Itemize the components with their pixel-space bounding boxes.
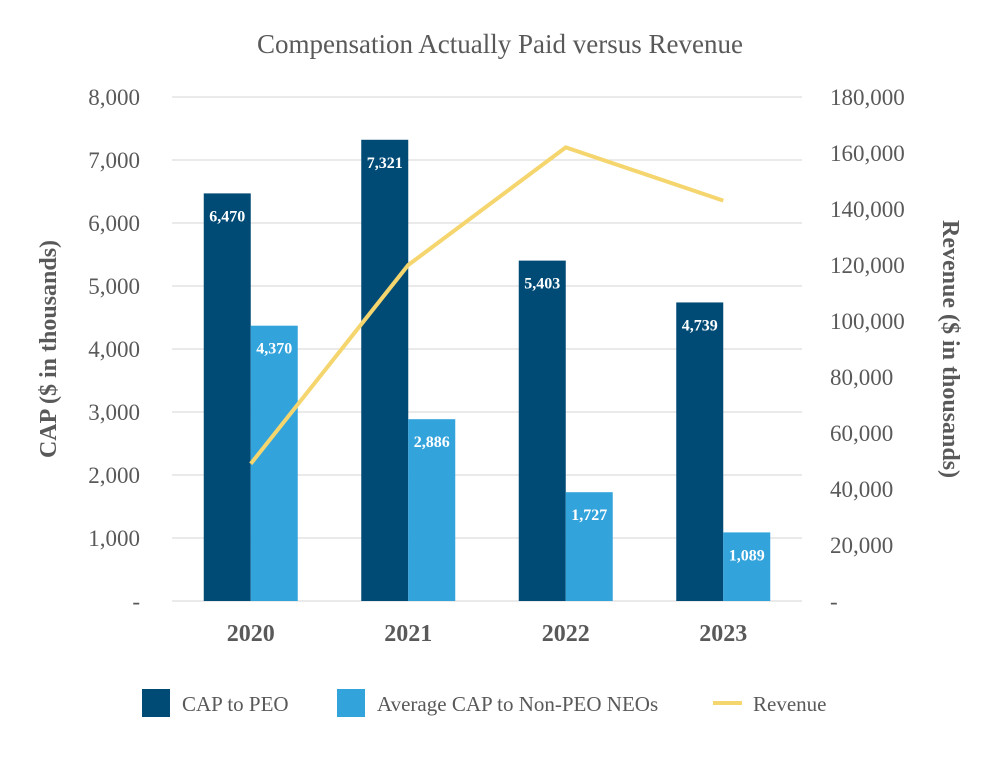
- data-label: 4,370: [256, 341, 292, 358]
- data-label: 2,886: [414, 434, 450, 451]
- left-tick-label: 2,000: [88, 463, 140, 488]
- left-axis-ticks: - 1,000 2,000 3,000 4,000 5,000 6,000 7,000 8,00…: [88, 85, 140, 614]
- right-tick-label: 40,000: [830, 477, 893, 502]
- right-tick-label: 140,000: [830, 197, 905, 222]
- legend-label-average-cap-to-non-peo-neos: Average CAP to Non-PEO NEOs: [377, 692, 658, 716]
- x-axis-labels: 2020 2021 2022 2023: [227, 621, 748, 647]
- right-axis-ticks: - 20,000 40,000 60,000 80,000 100,000 120,000 1…: [830, 85, 905, 614]
- x-tick-label: 2022: [542, 621, 590, 647]
- right-tick-label: 20,000: [830, 533, 893, 558]
- right-tick-label: 80,000: [830, 365, 893, 390]
- bar-cap-to-peo-2022: [518, 260, 566, 601]
- bar-cap-to-peo-2023: [676, 302, 724, 601]
- right-tick-label: -: [830, 589, 838, 614]
- bar-cap-to-peo-2021: [361, 139, 409, 602]
- left-axis-title: CAP ($ in thousands): [36, 240, 62, 458]
- left-tick-label: -: [132, 589, 140, 614]
- left-tick-label: 3,000: [88, 400, 140, 425]
- right-tick-label: 120,000: [830, 253, 905, 278]
- x-tick-label: 2020: [227, 621, 275, 647]
- left-tick-label: 8,000: [88, 85, 140, 110]
- revenue-line: [249, 145, 724, 466]
- chart-title: Compensation Actually Paid versus Revenu…: [257, 29, 743, 59]
- bar-cap-to-peo-2020: [203, 193, 251, 601]
- left-tick-label: 4,000: [88, 337, 140, 362]
- data-label: 5,403: [524, 276, 560, 293]
- legend-label-cap-to-peo: CAP to PEO: [182, 692, 289, 716]
- data-label: 7,321: [367, 155, 403, 172]
- right-tick-label: 60,000: [830, 421, 893, 446]
- left-tick-label: 7,000: [88, 148, 140, 173]
- left-tick-label: 5,000: [88, 274, 140, 299]
- right-tick-label: 180,000: [830, 85, 905, 110]
- bar-average-cap-to-non-peo-neos-2020: [250, 325, 298, 601]
- legend: CAP to PEO Average CAP to Non-PEO NEOs Rev…: [142, 689, 826, 717]
- left-tick-label: 6,000: [88, 211, 140, 236]
- bar-average-cap-to-non-peo-neos-2021: [408, 419, 456, 601]
- data-label: 1,727: [571, 507, 607, 524]
- data-label: 1,089: [729, 547, 765, 564]
- left-tick-label: 1,000: [88, 526, 140, 551]
- x-tick-label: 2021: [384, 621, 432, 647]
- data-label: 4,739: [682, 317, 718, 334]
- bar-average-cap-to-non-peo-neos-2023: [723, 532, 771, 601]
- x-tick-label: 2023: [699, 621, 747, 647]
- right-axis-title: Revenue ($ in thousands): [937, 220, 963, 478]
- bars: 6,470 4,370 7,321 2,886 5,403 1,727 4,739 1,089: [203, 139, 771, 602]
- data-label: 6,470: [209, 208, 245, 225]
- right-tick-label: 100,000: [830, 309, 905, 334]
- legend-swatch-average-cap-to-non-peo-neos: [337, 689, 365, 717]
- legend-swatch-cap-to-peo: [142, 689, 170, 717]
- right-tick-label: 160,000: [830, 141, 905, 166]
- bar-average-cap-to-non-peo-neos-2022: [565, 492, 613, 601]
- legend-label-revenue: Revenue: [753, 692, 826, 716]
- revenue-line-group: [249, 145, 724, 466]
